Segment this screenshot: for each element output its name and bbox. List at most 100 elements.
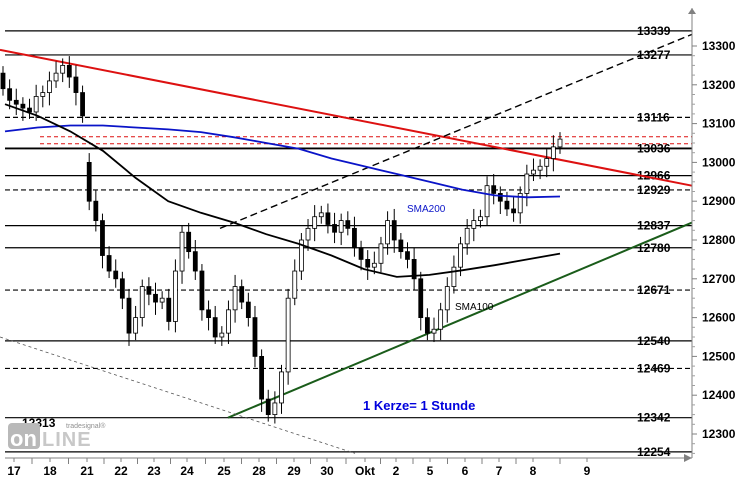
- candle-body: [524, 173, 530, 194]
- candle-body: [438, 309, 444, 330]
- x-tick-label: 9: [584, 464, 591, 478]
- candle-body: [212, 317, 218, 338]
- candle-body: [557, 138, 563, 148]
- logo-letters-2: LINE: [42, 429, 92, 451]
- x-tick-label: 22: [114, 464, 128, 478]
- candle-body: [100, 220, 105, 256]
- candle-body: [385, 220, 390, 245]
- candle-body: [153, 293, 158, 303]
- candle-body: [7, 88, 13, 101]
- trend-lines: [0, 33, 693, 454]
- y-tick-label: 13100: [702, 117, 736, 131]
- candles: [0, 56, 563, 424]
- candle-body: [544, 158, 550, 167]
- candle-body: [40, 92, 46, 97]
- candle-body: [80, 92, 85, 117]
- sma200-line: [4, 124, 561, 199]
- candle-body: [146, 286, 152, 295]
- axes: 12300 12400 12500 12600 12700 12800 12900 13000…: [5, 8, 736, 478]
- candle-body: [173, 270, 178, 322]
- candle-body: [464, 227, 470, 245]
- level-label-12929: 12929: [637, 183, 671, 197]
- level-label-12671: 12671: [637, 283, 671, 297]
- candle-body: [179, 231, 185, 272]
- candle-body: [166, 297, 172, 322]
- level-label-13339: 13339: [637, 24, 671, 38]
- x-tick-label: Okt: [355, 464, 375, 478]
- candle-body: [511, 208, 516, 214]
- y-tick-label: 12600: [702, 311, 736, 325]
- candle-body: [531, 169, 536, 175]
- candle-note: 1 Kerze= 1 Stunde: [363, 398, 475, 413]
- candle-body: [93, 200, 99, 221]
- y-tick-label: 12700: [702, 272, 736, 286]
- candle-body: [27, 107, 32, 113]
- candle-body: [252, 317, 258, 357]
- logo-small: tradesignal®: [66, 422, 106, 430]
- candle-body: [550, 146, 556, 159]
- y-tick-label: 12300: [702, 427, 736, 441]
- candle-body: [259, 355, 265, 400]
- candle-body: [497, 193, 503, 202]
- candle-body: [305, 227, 311, 241]
- candle-body: [106, 255, 112, 272]
- level-label-13116: 13116: [637, 110, 670, 124]
- candle-body: [298, 239, 304, 272]
- candle-body: [358, 247, 364, 260]
- candle-body: [232, 286, 238, 311]
- candle-body: [73, 76, 79, 93]
- candle-body: [352, 227, 357, 249]
- candle-body: [517, 193, 523, 214]
- candle-body: [285, 297, 291, 373]
- sma200-label: SMA200: [407, 204, 446, 215]
- candle-body: [219, 332, 225, 338]
- y-tick-label: 13200: [702, 78, 736, 92]
- candle-body: [312, 216, 318, 229]
- y-tick-label: 13300: [702, 39, 736, 53]
- candle-body: [139, 286, 145, 318]
- candle-body: [66, 65, 72, 78]
- x-tick-label: 18: [43, 464, 57, 478]
- candle-body: [478, 216, 483, 222]
- candle-body: [424, 317, 430, 334]
- candle-body: [405, 251, 410, 260]
- candle-body: [371, 262, 377, 268]
- candle-body: [133, 317, 139, 334]
- candle-body: [0, 72, 6, 90]
- x-tick-label: 24: [180, 464, 194, 478]
- lower-dotted-line: [0, 336, 356, 454]
- candle-body: [325, 212, 331, 225]
- x-tick-label: 17: [7, 464, 21, 478]
- candle-body: [33, 96, 39, 113]
- uptrend-line: [227, 221, 693, 419]
- candle-body: [332, 224, 337, 233]
- level-label-12254: 12254: [637, 445, 671, 459]
- candle-body: [192, 251, 198, 272]
- x-tick-label: 25: [217, 464, 231, 478]
- y-tick-label: 12500: [702, 349, 736, 363]
- x-tick-label: 7: [496, 464, 503, 478]
- candle-body: [272, 402, 278, 415]
- level-label-12540: 12540: [637, 334, 671, 348]
- level-label-13036: 13036: [637, 141, 671, 155]
- candle-body: [279, 371, 284, 404]
- candle-body: [206, 309, 211, 318]
- candle-body: [265, 398, 271, 415]
- y-tick-label: 12400: [702, 388, 736, 402]
- downtrend-line: [0, 48, 693, 187]
- candle-body: [537, 165, 543, 171]
- candle-body: [378, 243, 384, 264]
- x-tick-label: 28: [252, 464, 266, 478]
- x-tick-label: 29: [287, 464, 301, 478]
- y-tick-label: 12900: [702, 194, 736, 208]
- candle-body: [411, 258, 417, 280]
- candle-body: [239, 286, 245, 303]
- level-label-12837: 12837: [637, 219, 671, 233]
- level-label-12469: 12469: [637, 361, 671, 375]
- x-tick-label: 23: [147, 464, 161, 478]
- candle-body: [491, 185, 497, 194]
- tradesignal-online-logo: on LINE tradesignal®: [8, 422, 106, 451]
- x-tick-label: 5: [427, 464, 434, 478]
